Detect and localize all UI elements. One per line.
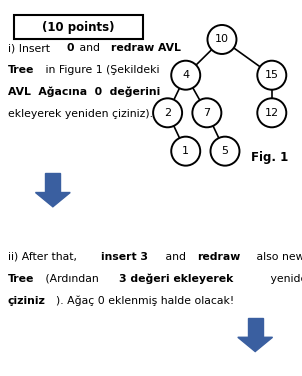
Text: and: and: [76, 43, 104, 53]
Text: Fig. 1: Fig. 1: [251, 152, 288, 164]
FancyBboxPatch shape: [14, 15, 143, 39]
Text: redraw AVL: redraw AVL: [111, 43, 181, 53]
Text: 2: 2: [164, 108, 171, 118]
Ellipse shape: [153, 98, 182, 127]
Ellipse shape: [257, 61, 286, 90]
Text: redraw: redraw: [197, 252, 240, 262]
Text: insert 3: insert 3: [101, 252, 148, 262]
Ellipse shape: [192, 98, 221, 127]
Text: i) Insert: i) Insert: [8, 43, 53, 53]
Text: 5: 5: [221, 146, 229, 156]
Ellipse shape: [210, 136, 239, 166]
Polygon shape: [36, 193, 70, 207]
Text: and: and: [162, 252, 189, 262]
Text: 0: 0: [66, 43, 74, 53]
Text: (10 points): (10 points): [42, 21, 115, 34]
Text: AVL  Ağacına  0  değerini: AVL Ağacına 0 değerini: [8, 87, 160, 97]
Text: (Ardından: (Ardından: [42, 274, 102, 284]
Text: 10: 10: [215, 35, 229, 44]
Polygon shape: [238, 337, 272, 352]
Text: in Figure 1 (Şekildeki: in Figure 1 (Şekildeki: [42, 65, 159, 75]
Text: çiziniz: çiziniz: [8, 296, 45, 306]
Ellipse shape: [171, 61, 200, 90]
Text: ii) After that,: ii) After that,: [8, 252, 80, 262]
Text: ekleyerek yeniden çiziniz).: ekleyerek yeniden çiziniz).: [8, 109, 153, 119]
Text: 15: 15: [265, 70, 279, 80]
Text: Tree: Tree: [8, 65, 34, 75]
Text: Tree: Tree: [8, 274, 34, 284]
Ellipse shape: [257, 98, 286, 127]
Text: 12: 12: [265, 108, 279, 118]
Bar: [45, 173, 60, 193]
Text: ). Ağaç 0 eklenmiş halde olacak!: ). Ağaç 0 eklenmiş halde olacak!: [56, 296, 235, 306]
Ellipse shape: [207, 25, 236, 54]
Text: 3 değeri ekleyerek: 3 değeri ekleyerek: [119, 274, 233, 284]
Ellipse shape: [171, 136, 200, 166]
Text: also new: also new: [253, 252, 302, 262]
Text: 1: 1: [182, 146, 189, 156]
Text: 4: 4: [182, 70, 189, 80]
Text: yeniden: yeniden: [267, 274, 302, 284]
Bar: [248, 318, 263, 337]
Text: 7: 7: [203, 108, 210, 118]
